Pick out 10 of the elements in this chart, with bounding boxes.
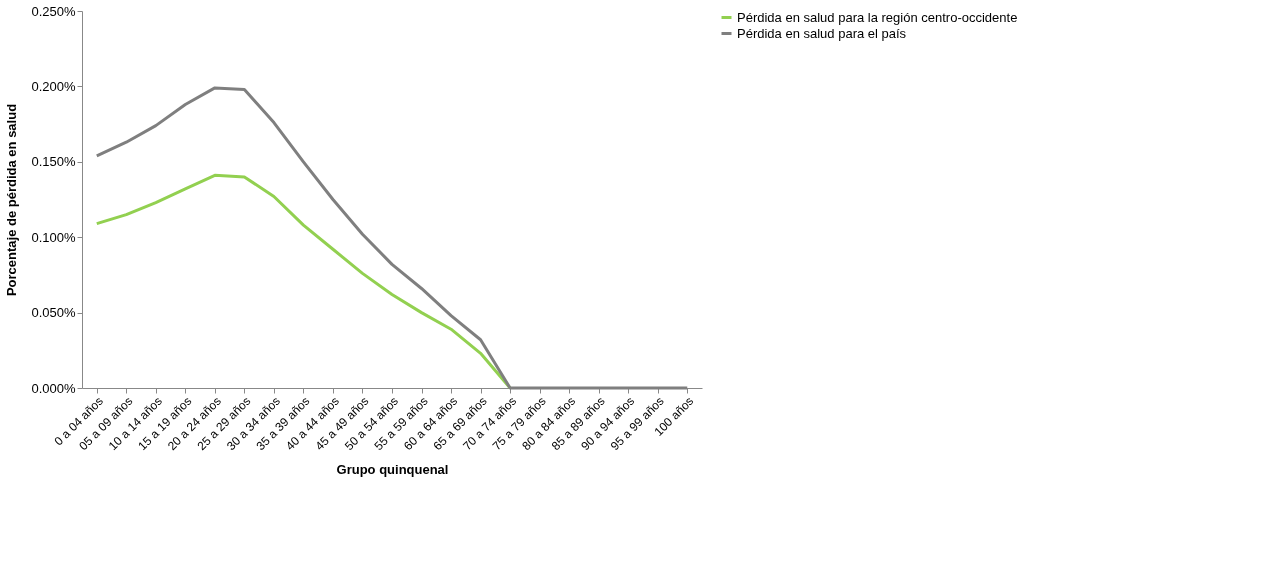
y-tick-label: 0.150%	[31, 154, 76, 170]
y-tick-label: 0.100%	[31, 229, 76, 245]
y-tick-label: 0.000%	[31, 380, 76, 396]
legend-label: Pérdida en salud para la región centro-occidente	[737, 9, 1018, 25]
y-tick-label: 0.200%	[31, 78, 76, 94]
y-axis-title: Porcentaje de pérdida en salud	[4, 103, 20, 297]
y-tick-label: 0.250%	[31, 3, 76, 19]
legend-label: Pérdida en salud para el país	[737, 25, 907, 41]
y-tick-label: 0.050%	[31, 305, 76, 321]
x-axis-title: Grupo quinquenal	[336, 462, 449, 478]
